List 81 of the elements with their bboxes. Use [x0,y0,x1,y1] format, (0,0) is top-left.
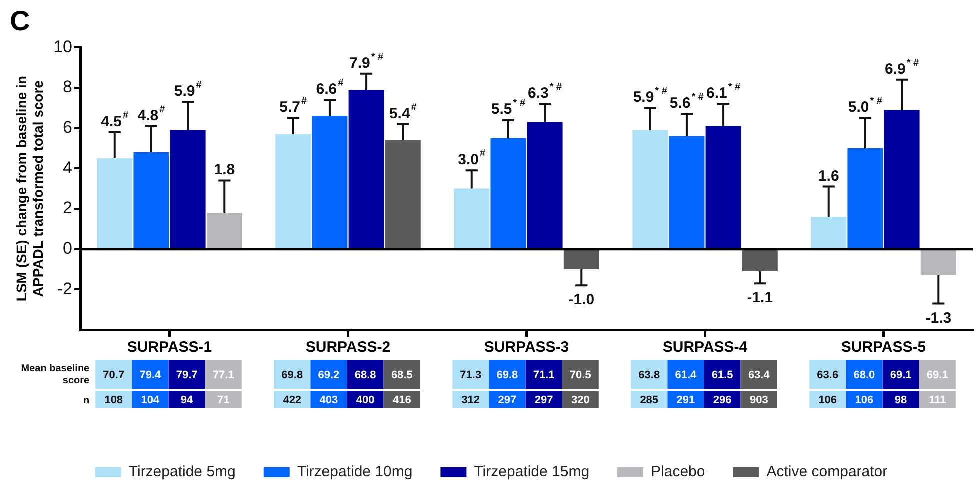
x-tick-label: SURPASS-3 [484,339,570,356]
text: 403 [320,394,338,407]
text: 903 [750,394,768,407]
text: 61.5 [712,370,734,382]
y-axis-title: LSM (SE) change from baseline in APPADL transformed total score [13,76,46,302]
text: 71.1 [533,370,555,382]
text: 320 [571,394,590,407]
text: 69.8 [282,370,304,382]
text: 69.2 [318,370,340,382]
legend-label: Tirzepatide 10mg [297,464,413,481]
text: 63.8 [638,370,660,382]
text: 400 [356,394,375,407]
text: 68.0 [854,370,876,382]
text: 69.1 [926,370,948,382]
text: 94 [180,394,194,407]
data-label: 4.8# [138,104,166,124]
data-label: -1.0 [568,292,595,309]
y-tick-label: 4 [63,158,73,178]
data-label: 6.1* # [706,82,742,102]
text: 106 [855,394,874,407]
x-tick-label: SURPASS-2 [306,339,391,356]
text: 422 [283,394,302,407]
text: 108 [104,394,124,407]
text: n [84,395,90,406]
data-label: 5.5* # [491,98,526,118]
data-label: 5.9# [174,80,202,100]
data-label: 5.7# [280,96,308,116]
text: 296 [713,394,732,407]
data-label: 5.9* # [633,86,668,106]
text: 79.7 [176,370,198,382]
legend-label: Tirzepatide 15mg [474,464,590,481]
y-tick-label: -2 [57,279,73,298]
text: 416 [392,394,412,407]
data-label: 6.6# [316,78,344,98]
text: 68.5 [391,370,413,382]
text: 98 [894,394,908,407]
data-label: -1.1 [747,290,774,307]
text: 111 [929,394,946,407]
text: 79.4 [140,370,162,382]
text: 106 [818,394,838,407]
data-label: 3.0# [458,148,486,169]
y-tick-label: 0 [63,239,73,258]
legend-label: Active comparator [766,464,888,481]
text: 69.1 [890,370,912,382]
text: 61.4 [675,370,698,382]
text: 69.8 [496,370,518,382]
legend-label: Tirzepatide 5mg [128,464,236,481]
data-label: 7.9* # [350,52,384,72]
text: 70.5 [570,370,592,382]
y-tick-label: 2 [63,198,73,218]
y-tick-label: 6 [63,118,73,137]
text: 77.1 [212,370,234,382]
data-label: 1.8 [214,162,236,179]
data-label: 5.4# [389,102,418,122]
data-label: 5.6* # [670,92,704,112]
text: 63.4 [748,370,771,382]
data-label: 1.6 [818,168,840,185]
text: 104 [141,394,161,407]
data-label: 4.5# [101,110,130,130]
text: 70.7 [103,370,125,382]
x-tick-label: SURPASS-1 [127,339,212,356]
text: Mean baseline score [21,363,90,386]
x-tick-label: SURPASS-5 [841,339,926,356]
data-label: 5.0* # [848,96,883,116]
text: 291 [676,394,696,407]
text: 297 [534,394,554,407]
x-tick-label: SURPASS-4 [662,339,748,356]
text: 63.6 [817,370,839,382]
text: 285 [640,394,659,407]
data-label: -1.3 [926,310,952,327]
y-tick-label: 8 [63,78,73,97]
text: 68.8 [354,370,376,382]
text: 297 [498,394,517,407]
chart-title: C [10,6,30,37]
text: 312 [462,394,480,407]
data-label: 6.3* # [528,82,563,102]
text: 71.3 [460,370,482,382]
text: 71 [218,394,230,407]
legend-label: Placebo [651,464,706,481]
data-label: 6.9* # [885,58,920,78]
y-tick-label: 10 [54,37,73,56]
